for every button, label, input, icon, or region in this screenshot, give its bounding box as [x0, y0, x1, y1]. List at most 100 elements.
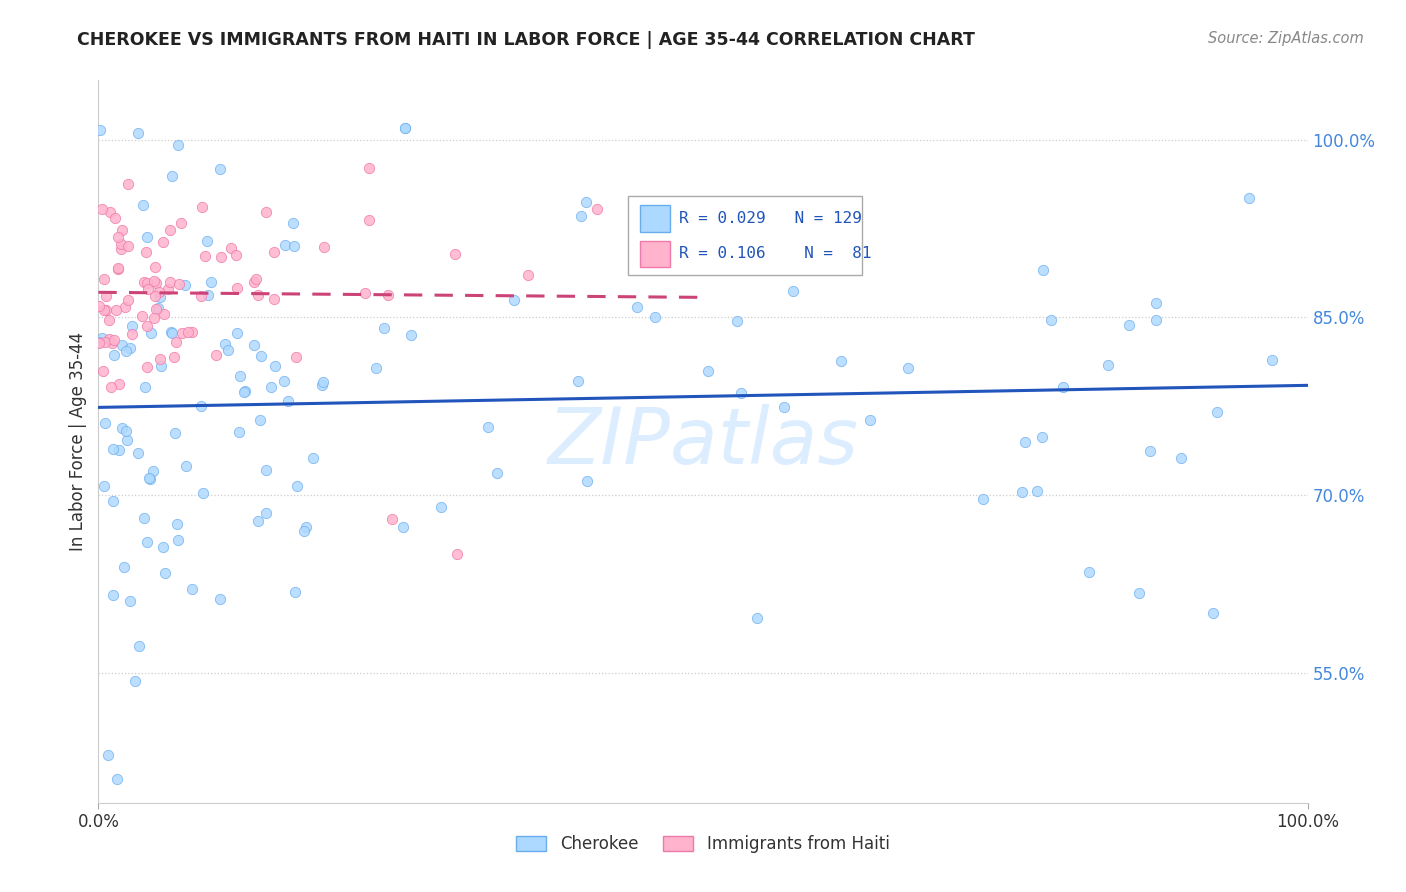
Point [152, 540, 174, 554]
Point [91, 331, 114, 345]
Point [311, 378, 333, 392]
Point [516, 268, 538, 283]
Point [135, 245, 157, 260]
Point [191, 486, 214, 500]
Point [142, 311, 165, 326]
Point [503, 293, 526, 307]
Point [101, 493, 124, 508]
Point [263, 292, 285, 306]
Point [166, 533, 188, 547]
FancyBboxPatch shape [640, 241, 671, 268]
Point [209, 250, 232, 264]
Point [105, 303, 128, 318]
Point [485, 466, 508, 480]
Point [214, 337, 236, 351]
Point [1144, 296, 1167, 310]
Point [159, 276, 181, 290]
Point [626, 300, 648, 314]
Point [274, 238, 297, 252]
Point [114, 343, 136, 358]
Point [145, 276, 167, 290]
Point [108, 377, 131, 392]
Point [134, 380, 156, 394]
Point [87, 300, 110, 314]
Point [1026, 483, 1049, 498]
Point [107, 261, 129, 276]
Point [1170, 451, 1192, 466]
Point [139, 326, 162, 340]
Point [103, 347, 125, 361]
Point [149, 352, 172, 367]
Point [219, 240, 242, 254]
Point [233, 385, 256, 400]
Point [117, 177, 139, 191]
Point [730, 386, 752, 401]
Point [135, 230, 157, 244]
Point [167, 138, 190, 153]
Point [477, 419, 499, 434]
Point [87, 334, 110, 349]
Point [132, 510, 155, 524]
Legend: Cherokee, Immigrants from Haiti: Cherokee, Immigrants from Haiti [510, 828, 896, 860]
Point [145, 302, 167, 317]
Point [107, 230, 129, 244]
Point [254, 205, 277, 219]
Point [353, 285, 375, 300]
Point [170, 216, 193, 230]
Point [284, 350, 307, 364]
Point [1032, 262, 1054, 277]
Point [725, 313, 748, 327]
Point [246, 288, 269, 302]
Point [100, 204, 122, 219]
Point [430, 500, 453, 514]
Point [373, 320, 395, 334]
Point [250, 349, 273, 363]
Point [285, 479, 308, 493]
Point [128, 639, 150, 653]
Point [312, 375, 335, 389]
Point [110, 236, 132, 251]
Point [143, 260, 166, 275]
FancyBboxPatch shape [640, 205, 671, 232]
Point [107, 442, 129, 457]
Point [143, 274, 166, 288]
FancyBboxPatch shape [628, 196, 862, 276]
Point [110, 242, 132, 256]
Point [127, 127, 149, 141]
Point [91, 364, 114, 378]
Point [295, 520, 318, 534]
Point [200, 275, 222, 289]
Point [1077, 565, 1099, 579]
Point [139, 472, 162, 486]
Point [152, 307, 174, 321]
Text: ZIPatlas: ZIPatlas [547, 403, 859, 480]
Point [136, 359, 159, 374]
Point [302, 450, 325, 465]
Point [148, 290, 170, 304]
Point [191, 200, 214, 214]
Point [153, 566, 176, 580]
Point [1011, 484, 1033, 499]
Y-axis label: In Labor Force | Age 35-44: In Labor Force | Age 35-44 [69, 332, 87, 551]
Point [1128, 586, 1150, 600]
Point [394, 120, 416, 135]
Point [124, 673, 146, 688]
Point [93, 479, 115, 493]
Point [292, 524, 315, 538]
Text: Source: ZipAtlas.com: Source: ZipAtlas.com [1208, 31, 1364, 46]
Point [644, 310, 666, 325]
Point [94, 417, 117, 431]
Point [136, 276, 159, 290]
Point [1202, 607, 1225, 621]
Point [166, 516, 188, 531]
Point [194, 249, 217, 263]
Point [89, 122, 111, 136]
Point [228, 425, 250, 440]
Point [233, 384, 256, 399]
Point [1206, 404, 1229, 418]
Point [121, 318, 143, 333]
Point [394, 120, 416, 135]
Point [567, 374, 589, 388]
Point [127, 446, 149, 460]
Point [117, 239, 139, 253]
